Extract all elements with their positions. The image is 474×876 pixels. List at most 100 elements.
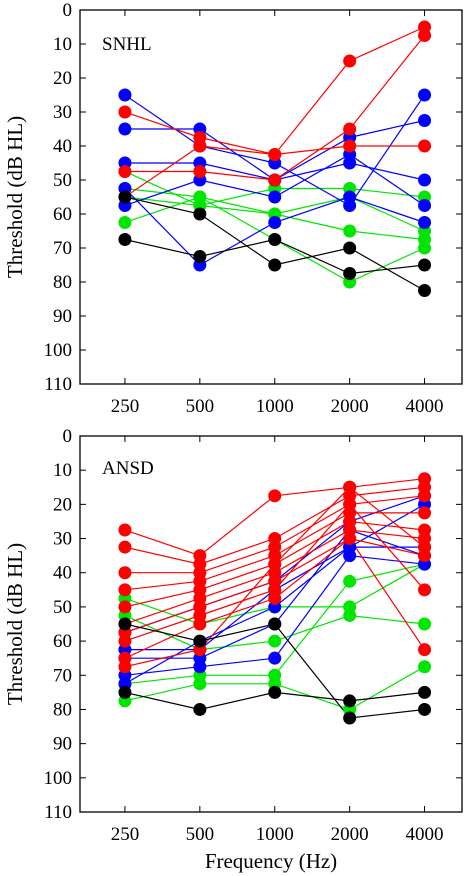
red-data-point [193,139,207,153]
black-data-point [268,685,282,699]
y-tick-label: 50 [53,170,72,191]
y-tick-label: 110 [44,374,72,395]
y-tick-label: 10 [53,34,72,55]
y-tick-label: 60 [53,204,72,225]
blue-data-point [118,122,132,136]
red-data-point [118,660,132,674]
red-data-point [118,634,132,648]
red-data-point [118,540,132,554]
black-data-point [118,685,132,699]
blue-data-point [418,88,432,102]
green-data-point [343,224,357,238]
black-data-point [268,233,282,246]
x-tick-label: 4000 [406,824,444,845]
red-data-point [268,591,282,605]
black-data-point [418,685,432,699]
black-data-point [418,702,432,716]
green-data-point [193,677,207,691]
y-tick-label: 70 [53,665,72,686]
black-data-point [268,258,282,272]
y-axis-title: Threshold (dB HL) [3,116,27,278]
red-data-point [268,148,282,161]
black-data-point [418,284,432,297]
y-axis-title: Threshold (dB HL) [3,543,27,705]
x-tick-label: 4000 [406,396,444,417]
y-tick-label: 100 [44,340,73,361]
red-data-point [268,557,282,571]
blue-data-point [418,199,432,212]
green-data-point [418,233,432,246]
x-tick-label: 250 [111,396,140,417]
red-data-point [418,583,432,597]
blue-data-point [418,216,432,229]
x-axis-title: Frequency (Hz) [205,849,337,873]
panel-label: ANSD [102,458,154,479]
x-tick-label: 500 [186,396,215,417]
black-data-point [193,207,207,221]
red-data-point [193,165,207,178]
y-tick-label: 20 [53,68,72,89]
blue-data-point [268,651,282,665]
black-data-point [343,694,357,708]
red-data-point [193,617,207,631]
red-data-point [268,173,282,187]
y-tick-label: 50 [53,597,72,618]
blue-data-point [418,173,432,187]
red-data-point [118,105,132,119]
blue-data-point [268,190,282,204]
red-data-point [343,122,357,136]
black-data-point [343,711,357,725]
green-data-point [268,634,282,648]
black-data-point [193,702,207,716]
y-tick-label: 90 [53,734,72,755]
y-tick-label: 80 [53,699,72,720]
green-data-point [418,660,432,674]
red-data-point [418,489,432,503]
y-tick-label: 30 [53,529,72,550]
red-data-point [343,480,357,494]
blue-data-point [118,88,132,102]
y-tick-label: 0 [63,0,73,21]
black-data-point [118,190,132,204]
black-data-point [343,241,357,255]
y-tick-label: 0 [63,426,73,447]
x-tick-label: 1000 [256,824,294,845]
black-data-point [193,250,207,263]
plot-frame [79,435,463,813]
black-data-point [118,233,132,246]
green-data-point [418,617,432,631]
red-data-point [343,532,357,546]
red-data-point [118,165,132,178]
red-data-point [418,506,432,520]
red-data-point [118,523,132,537]
blue-data-point [193,660,207,674]
blue-data-point [343,190,357,204]
red-data-point [343,497,357,511]
x-tick-label: 250 [111,824,140,845]
y-tick-label: 100 [44,768,73,789]
red-data-point [118,566,132,580]
black-data-point [193,634,207,648]
black-data-point [343,267,357,280]
y-tick-label: 110 [44,802,72,823]
red-data-point [118,583,132,597]
x-tick-label: 1000 [256,396,294,417]
green-data-point [343,574,357,588]
red-data-point [343,54,357,68]
green-data-point [343,608,357,622]
y-tick-label: 80 [53,272,72,293]
black-data-point [118,617,132,631]
black-data-point [268,617,282,631]
ansd-panel: 0 10 20 30 40 50 60 70 80 90 100 110 250 500 1000 2000 4… [3,426,463,873]
y-tick-label: 60 [53,631,72,652]
y-tick-label: 40 [53,136,72,157]
y-tick-label: 70 [53,238,72,259]
y-tick-label: 20 [53,494,72,515]
green-data-point [118,216,132,229]
black-data-point [418,258,432,272]
red-data-point [418,540,432,554]
red-data-point [418,139,432,153]
red-data-point [418,29,432,42]
blue-data-point [418,114,432,127]
